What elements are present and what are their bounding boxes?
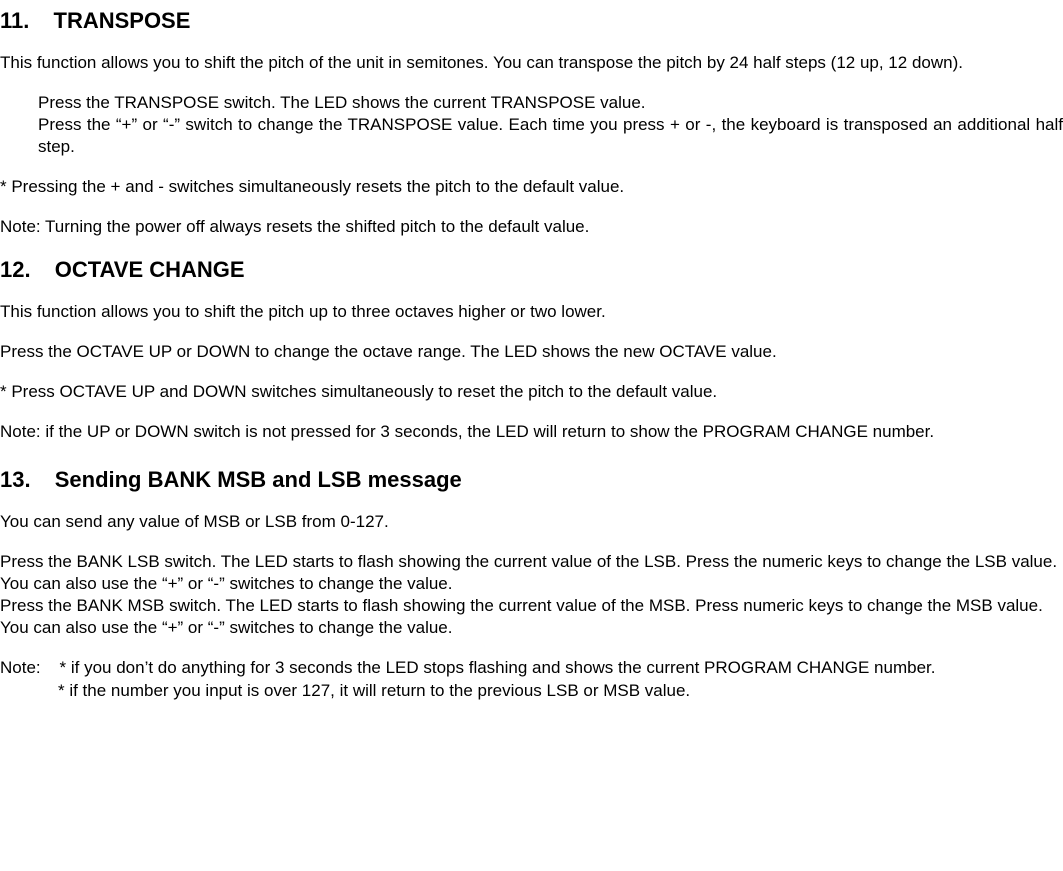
section-13-lsb: Press the BANK LSB switch. The LED start… (0, 551, 1063, 595)
section-12-intro: This function allows you to shift the pi… (0, 301, 1063, 323)
section-11-title: TRANSPOSE (54, 8, 191, 34)
section-11-intro: This function allows you to shift the pi… (0, 52, 1063, 74)
section-11-power-note: Note: Turning the power off always reset… (0, 216, 1063, 238)
section-12-heading: 12. OCTAVE CHANGE (0, 257, 1063, 283)
section-12-led-note: Note: if the UP or DOWN switch is not pr… (0, 421, 1063, 443)
section-13-msb: Press the BANK MSB switch. The LED start… (0, 595, 1063, 639)
section-12-instruction: Press the OCTAVE UP or DOWN to change th… (0, 341, 1063, 363)
section-12-title: OCTAVE CHANGE (55, 257, 245, 283)
section-11-steps: Press the TRANSPOSE switch. The LED show… (38, 92, 1063, 158)
section-12-number: 12. (0, 257, 31, 283)
section-13-heading: 13. Sending BANK MSB and LSB message (0, 467, 1063, 493)
section-11-number: 11. (0, 8, 29, 34)
section-13-number: 13. (0, 467, 31, 493)
section-13-intro: You can send any value of MSB or LSB fro… (0, 511, 1063, 533)
document-page: 11. TRANSPOSE This function allows you t… (0, 0, 1063, 740)
section-11-step-1: Press the TRANSPOSE switch. The LED show… (38, 92, 1063, 114)
section-12-reset-note: * Press OCTAVE UP and DOWN switches simu… (0, 381, 1063, 403)
section-11-reset-note: * Pressing the + and - switches simultan… (0, 176, 1063, 198)
section-13-title: Sending BANK MSB and LSB message (55, 467, 462, 493)
section-13-note-line-1: Note: * if you don’t do anything for 3 s… (0, 657, 1063, 679)
section-11-step-2: Press the “+” or “-” switch to change th… (38, 114, 1063, 158)
section-13-note-line-2: * if the number you input is over 127, i… (58, 680, 1063, 702)
section-11-heading: 11. TRANSPOSE (0, 8, 1063, 34)
